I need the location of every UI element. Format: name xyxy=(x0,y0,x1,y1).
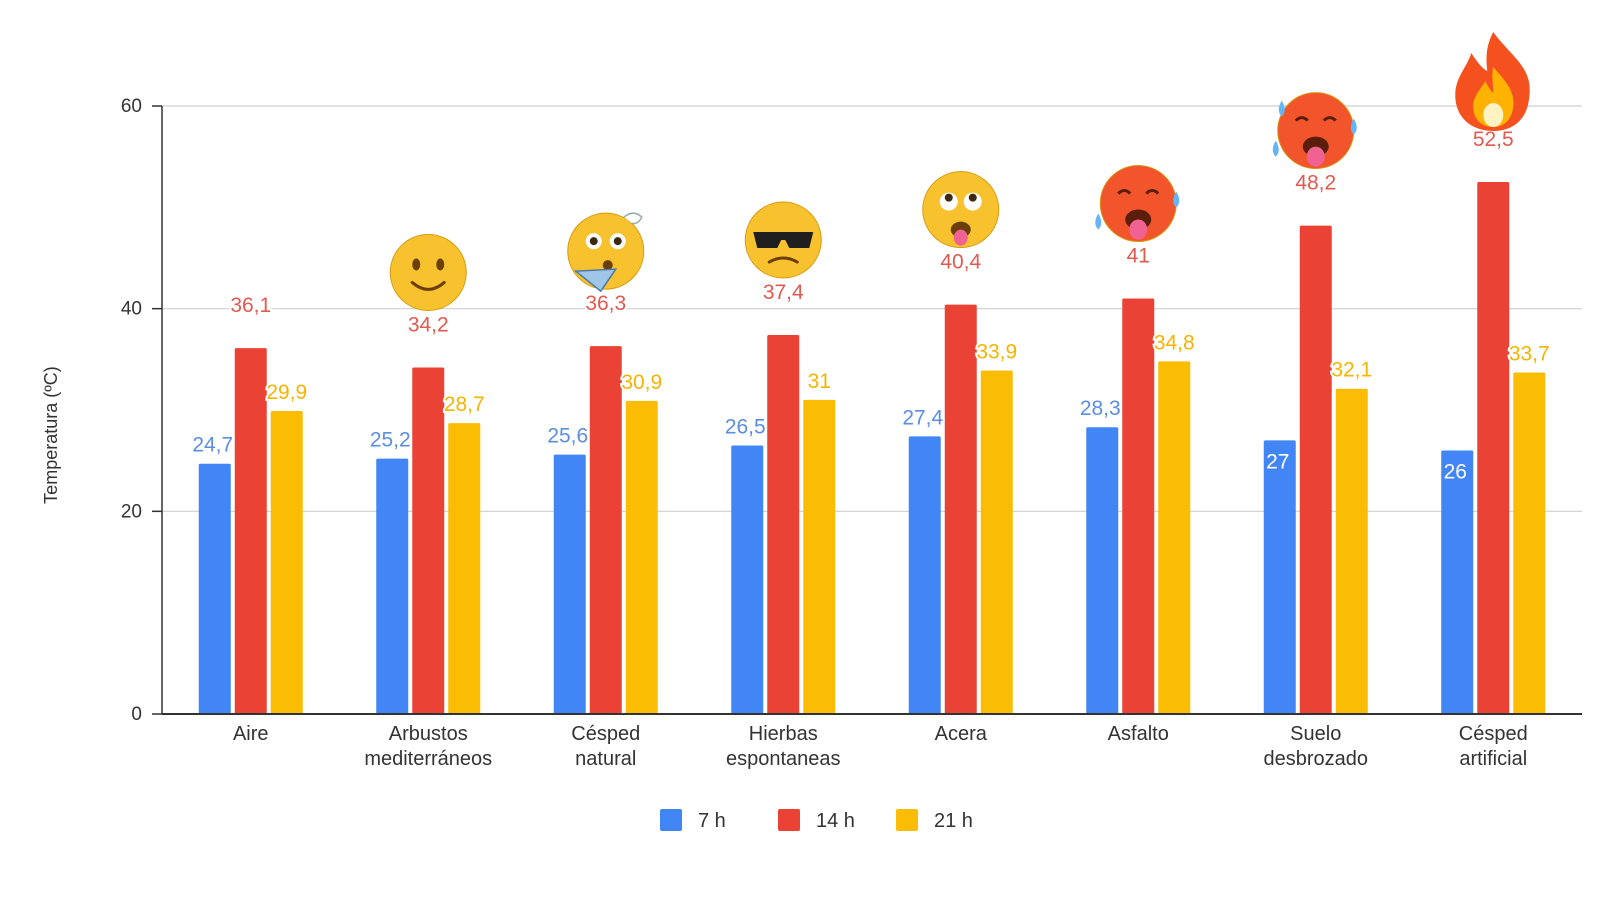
data-label: 40,4 xyxy=(940,251,981,274)
data-label: 31 xyxy=(808,370,831,393)
legend-swatch xyxy=(896,809,918,831)
data-label: 29,9 xyxy=(266,381,307,404)
x-tick-label: Césped natural xyxy=(571,723,640,770)
x-tick-label: Suelo desbrozado xyxy=(1263,723,1368,770)
bar-7h-0 xyxy=(198,463,231,714)
bar-7h-5 xyxy=(1086,427,1119,714)
bar-14h-7 xyxy=(1477,182,1510,714)
data-label: 28,3 xyxy=(1080,397,1121,420)
data-label: 41 xyxy=(1127,245,1150,268)
legend-swatch xyxy=(778,809,800,831)
y-axis: 0 20 40 60 xyxy=(121,96,163,725)
bar-7h-1 xyxy=(376,458,409,714)
data-label: 48,2 xyxy=(1295,172,1336,195)
bar-7h-6 xyxy=(1263,440,1296,714)
data-label: 25,2 xyxy=(370,429,411,452)
x-tick-label: Asfalto xyxy=(1108,723,1169,745)
legend: 7 h 14 h 21 h xyxy=(660,809,973,832)
x-tick-label: Arbustos mediterráneos xyxy=(364,723,492,770)
data-label: 26 xyxy=(1444,461,1467,484)
sunglasses-face-icon xyxy=(744,201,822,279)
emoji-annotations xyxy=(389,32,1530,311)
bar-7h-3 xyxy=(731,445,764,714)
bar-21h-7 xyxy=(1513,372,1546,714)
y-tick-label: 20 xyxy=(121,501,142,522)
legend-label: 7 h xyxy=(698,810,726,832)
hot-face-sweating-icon xyxy=(1272,92,1357,170)
data-label: 24,7 xyxy=(192,434,233,457)
y-axis-label: Temperatura (ºC) xyxy=(41,366,61,504)
data-label: 25,6 xyxy=(547,425,588,448)
y-tick-label: 0 xyxy=(131,704,142,725)
bar-21h-3 xyxy=(803,399,836,714)
bar-14h-6 xyxy=(1299,225,1332,714)
bar-7h-4 xyxy=(908,436,941,714)
data-label: 34,8 xyxy=(1154,331,1195,354)
y-tick-label: 60 xyxy=(121,96,142,117)
data-label: 30,9 xyxy=(621,371,662,394)
data-label: 28,7 xyxy=(444,393,485,416)
data-label: 36,3 xyxy=(585,292,626,315)
bars xyxy=(198,182,1546,714)
data-label: 33,9 xyxy=(976,340,1017,363)
x-tick-labels: Aire Arbustos mediterráneos Césped natural Hi… xyxy=(233,723,1528,770)
y-tick-label: 40 xyxy=(121,299,142,320)
bar-7h-2 xyxy=(553,454,586,714)
bar-7h-7 xyxy=(1441,450,1474,714)
legend-swatch xyxy=(660,809,682,831)
bar-14h-5 xyxy=(1122,298,1155,714)
bar-14h-0 xyxy=(234,348,267,714)
fire-icon xyxy=(1455,32,1530,131)
bar-21h-2 xyxy=(625,400,658,714)
data-label: 27,4 xyxy=(902,406,943,429)
bar-21h-0 xyxy=(270,411,303,714)
bar-21h-5 xyxy=(1158,361,1191,714)
data-label: 32,1 xyxy=(1331,359,1372,382)
bar-14h-2 xyxy=(589,346,622,714)
data-label: 36,1 xyxy=(230,294,271,317)
bar-14h-4 xyxy=(944,304,977,714)
hot-face-icon xyxy=(1095,165,1180,243)
x-tick-label: Aire xyxy=(233,723,269,745)
data-label: 26,5 xyxy=(725,415,766,438)
x-tick-label: Hierbas espontaneas xyxy=(726,723,841,770)
bar-14h-1 xyxy=(412,367,445,714)
bar-14h-3 xyxy=(767,335,800,714)
data-label: 33,7 xyxy=(1509,343,1550,366)
x-tick-label: Acera xyxy=(935,723,988,745)
data-label: 37,4 xyxy=(763,281,804,304)
fanning-face-icon xyxy=(567,212,645,293)
sweating-face-icon xyxy=(922,171,1000,249)
data-label: 34,2 xyxy=(408,313,449,336)
legend-label: 21 h xyxy=(934,810,973,832)
legend-label: 14 h xyxy=(816,810,855,832)
bar-21h-6 xyxy=(1335,388,1368,714)
bar-21h-1 xyxy=(448,423,481,714)
bar-21h-4 xyxy=(980,370,1013,714)
data-label: 52,5 xyxy=(1473,128,1514,151)
x-tick-label: Césped artificial xyxy=(1459,723,1528,770)
slightly-smiling-face-icon xyxy=(389,233,467,311)
data-labels: 24,7 36,1 29,9 25,2 34,2 28,7 25,6 36,3 30,9 26,5… xyxy=(190,126,1551,484)
data-label: 27 xyxy=(1266,450,1289,473)
